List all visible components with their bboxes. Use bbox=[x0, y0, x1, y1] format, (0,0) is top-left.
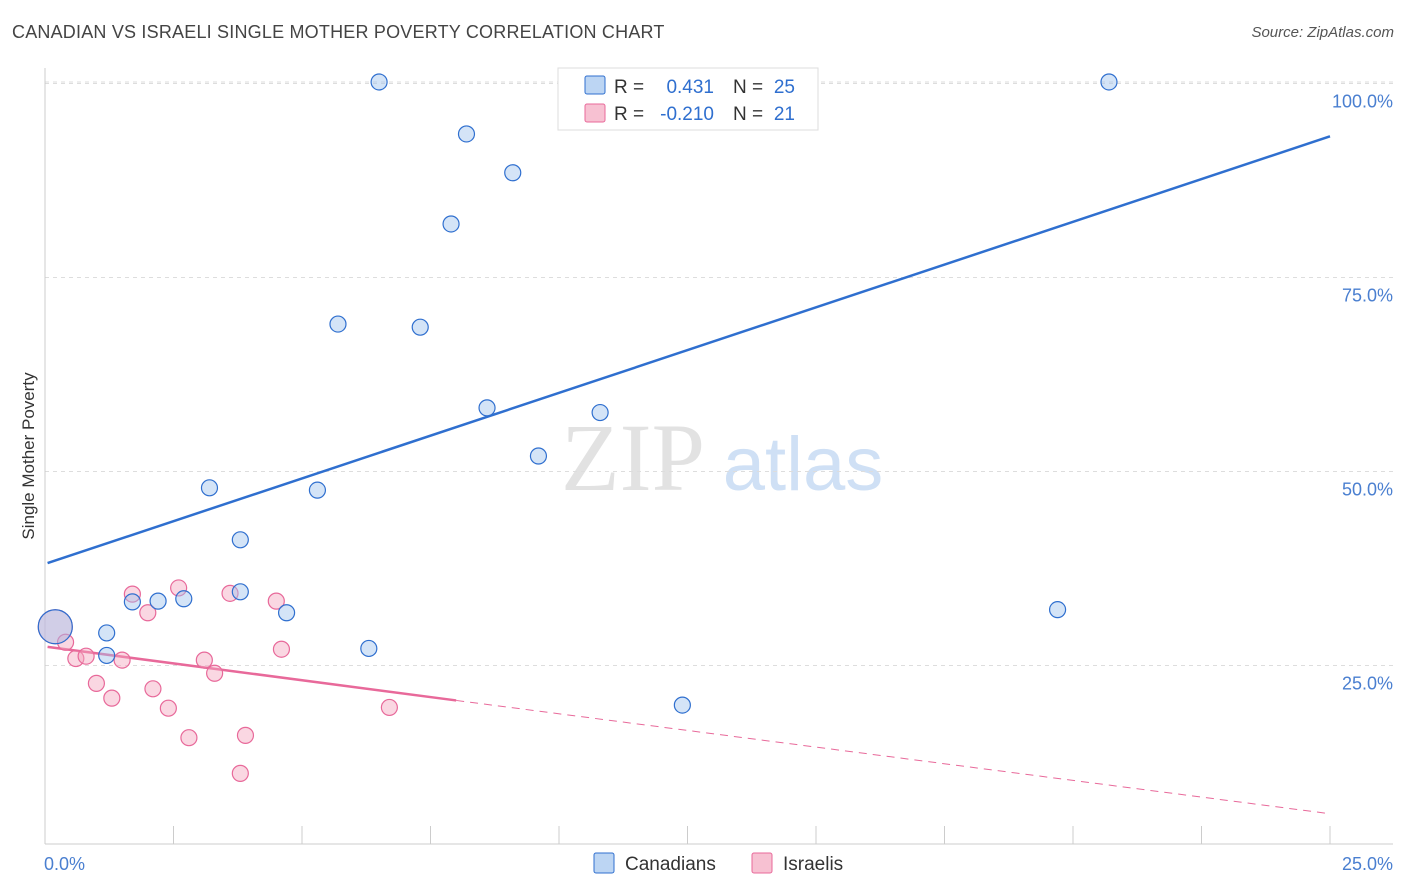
watermark-atlas: atlas bbox=[723, 422, 884, 507]
r-value-israelis: -0.210 bbox=[660, 104, 714, 125]
n-value-canadians: 25 bbox=[774, 77, 795, 98]
data-points bbox=[37, 73, 1118, 782]
point-canadians bbox=[329, 315, 347, 333]
point-canadians bbox=[200, 479, 219, 497]
point-canadians bbox=[149, 592, 167, 610]
point-canadians bbox=[529, 447, 548, 465]
y-tick-label: 75.0% bbox=[1342, 286, 1393, 306]
point-israelis bbox=[267, 592, 285, 610]
n-label-israelis: N = bbox=[733, 104, 763, 125]
point-israelis bbox=[180, 729, 198, 747]
point-canadians bbox=[1048, 601, 1067, 619]
point-canadians bbox=[308, 481, 327, 499]
point-canadians bbox=[37, 609, 73, 645]
point-israelis bbox=[159, 699, 177, 717]
point-israelis bbox=[380, 698, 398, 717]
legend-label-canadians: Canadians bbox=[625, 854, 716, 875]
y-axis-title: Single Mother Poverty bbox=[19, 372, 38, 540]
chart-title: CANADIAN VS ISRAELI SINGLE MOTHER POVERT… bbox=[12, 22, 665, 42]
point-canadians bbox=[478, 399, 496, 417]
point-israelis bbox=[231, 764, 249, 782]
stats-swatch-canadians bbox=[584, 75, 606, 95]
point-canadians bbox=[591, 403, 609, 422]
point-canadians bbox=[231, 583, 249, 601]
y-tick-label: 50.0% bbox=[1342, 480, 1393, 500]
stats-legend: R = 0.431 N = 25 R = -0.210 N = 21 bbox=[557, 67, 819, 131]
point-canadians bbox=[673, 696, 691, 714]
point-canadians bbox=[175, 590, 193, 608]
y-tick-label: 100.0% bbox=[1332, 92, 1393, 112]
point-canadians bbox=[123, 593, 141, 611]
gridlines bbox=[45, 81, 1393, 667]
x-tick-label-max: 25.0% bbox=[1342, 854, 1393, 874]
stats-swatch-israelis bbox=[584, 103, 606, 123]
y-tick-label: 25.0% bbox=[1342, 674, 1393, 694]
point-israelis bbox=[139, 604, 157, 622]
axes bbox=[44, 68, 1393, 845]
n-label-canadians: N = bbox=[733, 77, 763, 98]
point-israelis bbox=[272, 640, 291, 658]
point-israelis bbox=[206, 664, 224, 682]
point-israelis bbox=[113, 651, 131, 669]
legend-label-israelis: Israelis bbox=[783, 854, 843, 875]
point-canadians bbox=[231, 531, 249, 549]
watermark-zip: ZIP bbox=[561, 404, 705, 511]
trend-line-israelis-extension bbox=[456, 699, 1331, 815]
point-israelis bbox=[144, 680, 162, 698]
point-israelis bbox=[77, 647, 95, 665]
x-tick-label-min: 0.0% bbox=[44, 854, 85, 874]
point-israelis bbox=[170, 579, 188, 597]
source-label: Source: ZipAtlas.com bbox=[1251, 24, 1394, 41]
r-label-israelis: R = bbox=[614, 104, 644, 125]
point-canadians bbox=[370, 73, 388, 91]
legend-swatch-canadians bbox=[593, 852, 615, 874]
point-canadians bbox=[98, 646, 116, 665]
series-legend: Canadians Israelis bbox=[593, 852, 843, 875]
point-canadians bbox=[1100, 73, 1118, 91]
y-tick-labels: 25.0% 50.0% 75.0% 100.0% bbox=[1332, 92, 1393, 694]
point-israelis bbox=[195, 651, 213, 669]
point-canadians bbox=[277, 604, 296, 622]
x-ticks bbox=[173, 826, 1331, 844]
point-israelis bbox=[236, 726, 255, 744]
r-label-canadians: R = bbox=[614, 77, 644, 98]
point-canadians bbox=[98, 624, 116, 642]
point-israelis bbox=[56, 633, 75, 651]
point-canadians bbox=[504, 164, 522, 182]
point-canadians bbox=[360, 639, 378, 658]
point-israelis bbox=[103, 689, 121, 707]
point-canadians bbox=[411, 318, 429, 336]
point-israelis bbox=[87, 674, 106, 692]
trend-line-canadians bbox=[47, 135, 1331, 565]
point-israelis bbox=[67, 649, 85, 668]
point-canadians bbox=[442, 215, 460, 233]
r-value-canadians: 0.431 bbox=[666, 77, 714, 98]
legend-swatch-israelis bbox=[751, 852, 773, 874]
n-value-israelis: 21 bbox=[774, 104, 795, 125]
point-canadians bbox=[457, 125, 476, 143]
